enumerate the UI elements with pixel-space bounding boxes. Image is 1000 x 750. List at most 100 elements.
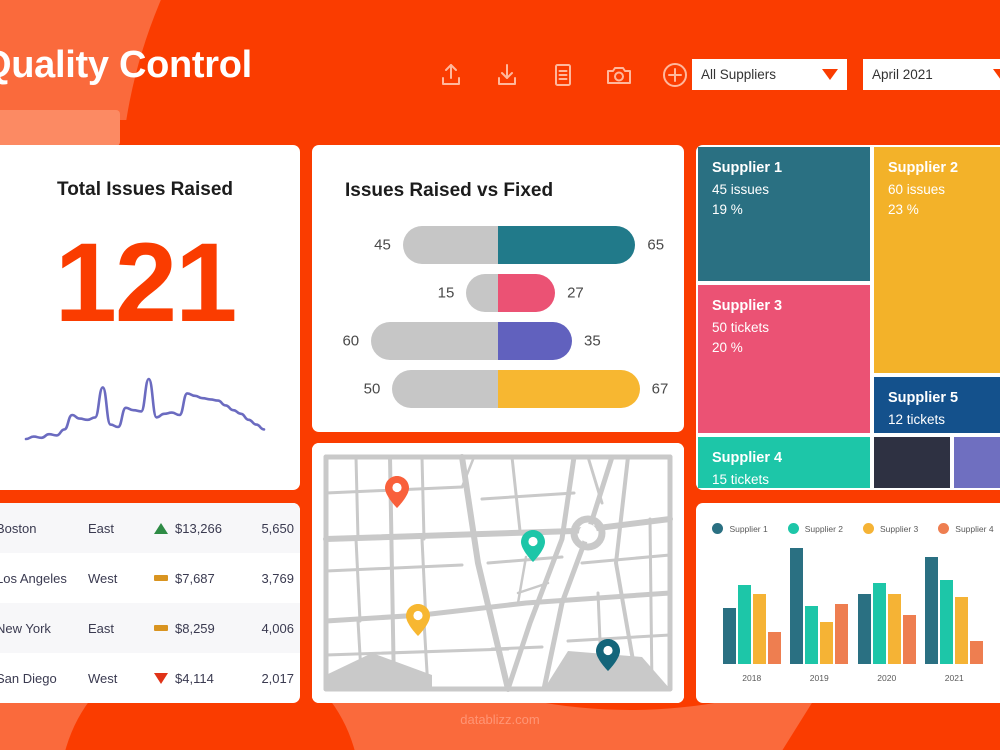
column-bar[interactable] (857, 594, 871, 664)
legend-item[interactable]: Supplier 4 (938, 523, 994, 534)
tile-percent: 20 % (712, 340, 743, 355)
table-row[interactable]: Boston East $13,266 5,650 (0, 503, 300, 553)
bar-left-value: 60 (342, 332, 360, 350)
column-bar[interactable] (940, 580, 954, 664)
tile-percent: 19 % (712, 202, 743, 217)
column-bar[interactable] (970, 640, 984, 664)
pin-navy[interactable] (595, 638, 621, 677)
column-bar[interactable] (737, 585, 751, 664)
cell-city: New York (0, 620, 51, 636)
bar-raised (402, 226, 498, 264)
cell-value: $8,259 (175, 620, 215, 636)
column-bar[interactable] (887, 594, 901, 664)
treemap-tile[interactable] (952, 435, 1000, 490)
column-group[interactable] (790, 548, 849, 664)
cell-region: East (88, 620, 115, 636)
kpi-title: Total Issues Raised (57, 179, 233, 200)
legend-item[interactable]: Supplier 3 (863, 523, 918, 534)
bar-row[interactable]: 45 65 (312, 224, 684, 266)
column-bar[interactable] (790, 548, 804, 664)
cell-count: 2,017 (261, 670, 294, 686)
period-filter[interactable]: April 2021 (863, 59, 1000, 90)
treemap-tile-supplier-2[interactable]: Supplier 2 60 issues 23 % (872, 145, 1000, 375)
period-filter-value: April 2021 (872, 67, 933, 82)
report-icon[interactable] (546, 58, 580, 92)
chart-legend: Supplier 1 Supplier 2 Supplier 3 Supplier 4 (696, 503, 1000, 534)
tile-name: Supplier 5 (888, 390, 959, 406)
column-bar[interactable] (902, 615, 916, 664)
tile-name: Supplier 1 (712, 160, 783, 176)
bar-raised (392, 370, 498, 408)
tile-metric: 50 tickets (712, 319, 770, 335)
map-canvas[interactable] (312, 443, 684, 703)
column-axis-label: 2020 (877, 673, 897, 683)
cell-count: 5,650 (261, 520, 294, 536)
column-bar[interactable] (925, 557, 939, 664)
tile-name: Supplier 3 (712, 298, 783, 314)
treemap-tile[interactable] (872, 435, 952, 490)
upload-icon[interactable] (434, 58, 468, 92)
column-group[interactable] (925, 557, 984, 664)
cell-value: $13,266 (175, 520, 222, 536)
tile-metric: 12 tickets (888, 411, 946, 427)
regions-table: Boston East $13,266 5,650 Los Angeles West $7,… (0, 503, 300, 703)
cell-city: Los Angeles (0, 570, 67, 586)
column-axis-label: 2019 (809, 673, 829, 683)
kpi-card: Total Issues Raised 121 (0, 145, 300, 490)
pin-orange[interactable] (384, 475, 410, 514)
bar-right-value: 65 (647, 236, 665, 254)
column-bar[interactable] (752, 594, 766, 664)
bar-row[interactable]: 50 67 (312, 368, 684, 410)
filters: All Suppliers April 2021 (692, 59, 1000, 90)
camera-icon[interactable] (602, 58, 636, 92)
supplier-year-plot (718, 548, 988, 664)
bar-right-value: 27 (567, 284, 584, 302)
treemap-tile-supplier-5[interactable]: Supplier 5 12 tickets (872, 375, 1000, 435)
supplier-filter[interactable]: All Suppliers (692, 59, 847, 90)
toolbar (434, 58, 692, 92)
map-card[interactable] (312, 443, 684, 703)
treemap-tile-supplier-1[interactable]: Supplier 1 45 issues 19 % (696, 145, 872, 283)
chevron-down-icon (822, 69, 838, 80)
treemap-tile-supplier-3[interactable]: Supplier 3 50 tickets 20 % (696, 283, 872, 435)
legend-swatch (938, 523, 950, 534)
pin-yellow[interactable] (405, 603, 431, 642)
add-icon[interactable] (658, 58, 692, 92)
column-bar[interactable] (805, 606, 819, 664)
bar-fixed (498, 322, 572, 360)
legend-item[interactable]: Supplier 1 (712, 523, 768, 534)
legend-swatch (787, 523, 799, 534)
legend-item[interactable]: Supplier 2 (787, 523, 843, 534)
footer-watermark: datablizz.com (460, 712, 540, 727)
bar-row[interactable]: 15 27 (312, 272, 684, 314)
pin-teal[interactable] (520, 529, 546, 568)
column-group[interactable] (722, 585, 781, 664)
table-row[interactable]: New York East $8,259 4,006 (0, 603, 300, 653)
column-bar[interactable] (767, 631, 781, 664)
column-bar[interactable] (955, 596, 969, 664)
table-row[interactable]: Los Angeles West $7,687 3,769 (0, 553, 300, 603)
column-bar[interactable] (872, 582, 886, 664)
map-streets (312, 443, 684, 703)
column-bar[interactable] (722, 608, 736, 664)
download-icon[interactable] (490, 58, 524, 92)
trend-up-icon (154, 522, 168, 534)
supplier-year-axis: 2018 2019 2020 2021 (718, 673, 988, 683)
regions-table-card: Boston East $13,266 5,650 Los Angeles West $7,… (0, 503, 300, 703)
column-group[interactable] (857, 582, 916, 664)
bar-row[interactable]: 60 35 (312, 320, 684, 362)
table-row[interactable]: San Diego West $4,114 2,017 (0, 653, 300, 703)
bar-right-value: 67 (651, 380, 669, 398)
legend-label: Supplier 1 (729, 523, 768, 534)
tile-name: Supplier 4 (712, 450, 783, 466)
column-bar[interactable] (835, 603, 849, 664)
supplier-year-chart-card: Supplier 1 Supplier 2 Supplier 3 Supplier 4… (696, 503, 1000, 703)
header: Quality Control (0, 0, 1000, 120)
column-bar[interactable] (820, 622, 834, 664)
treemap-tile-supplier-4[interactable]: Supplier 4 15 tickets (696, 435, 872, 490)
issues-bar-title: Issues Raised vs Fixed (345, 180, 554, 201)
bar-left-value: 50 (363, 380, 381, 398)
column-axis-label: 2021 (944, 673, 964, 683)
kpi-sparkline (24, 377, 266, 441)
